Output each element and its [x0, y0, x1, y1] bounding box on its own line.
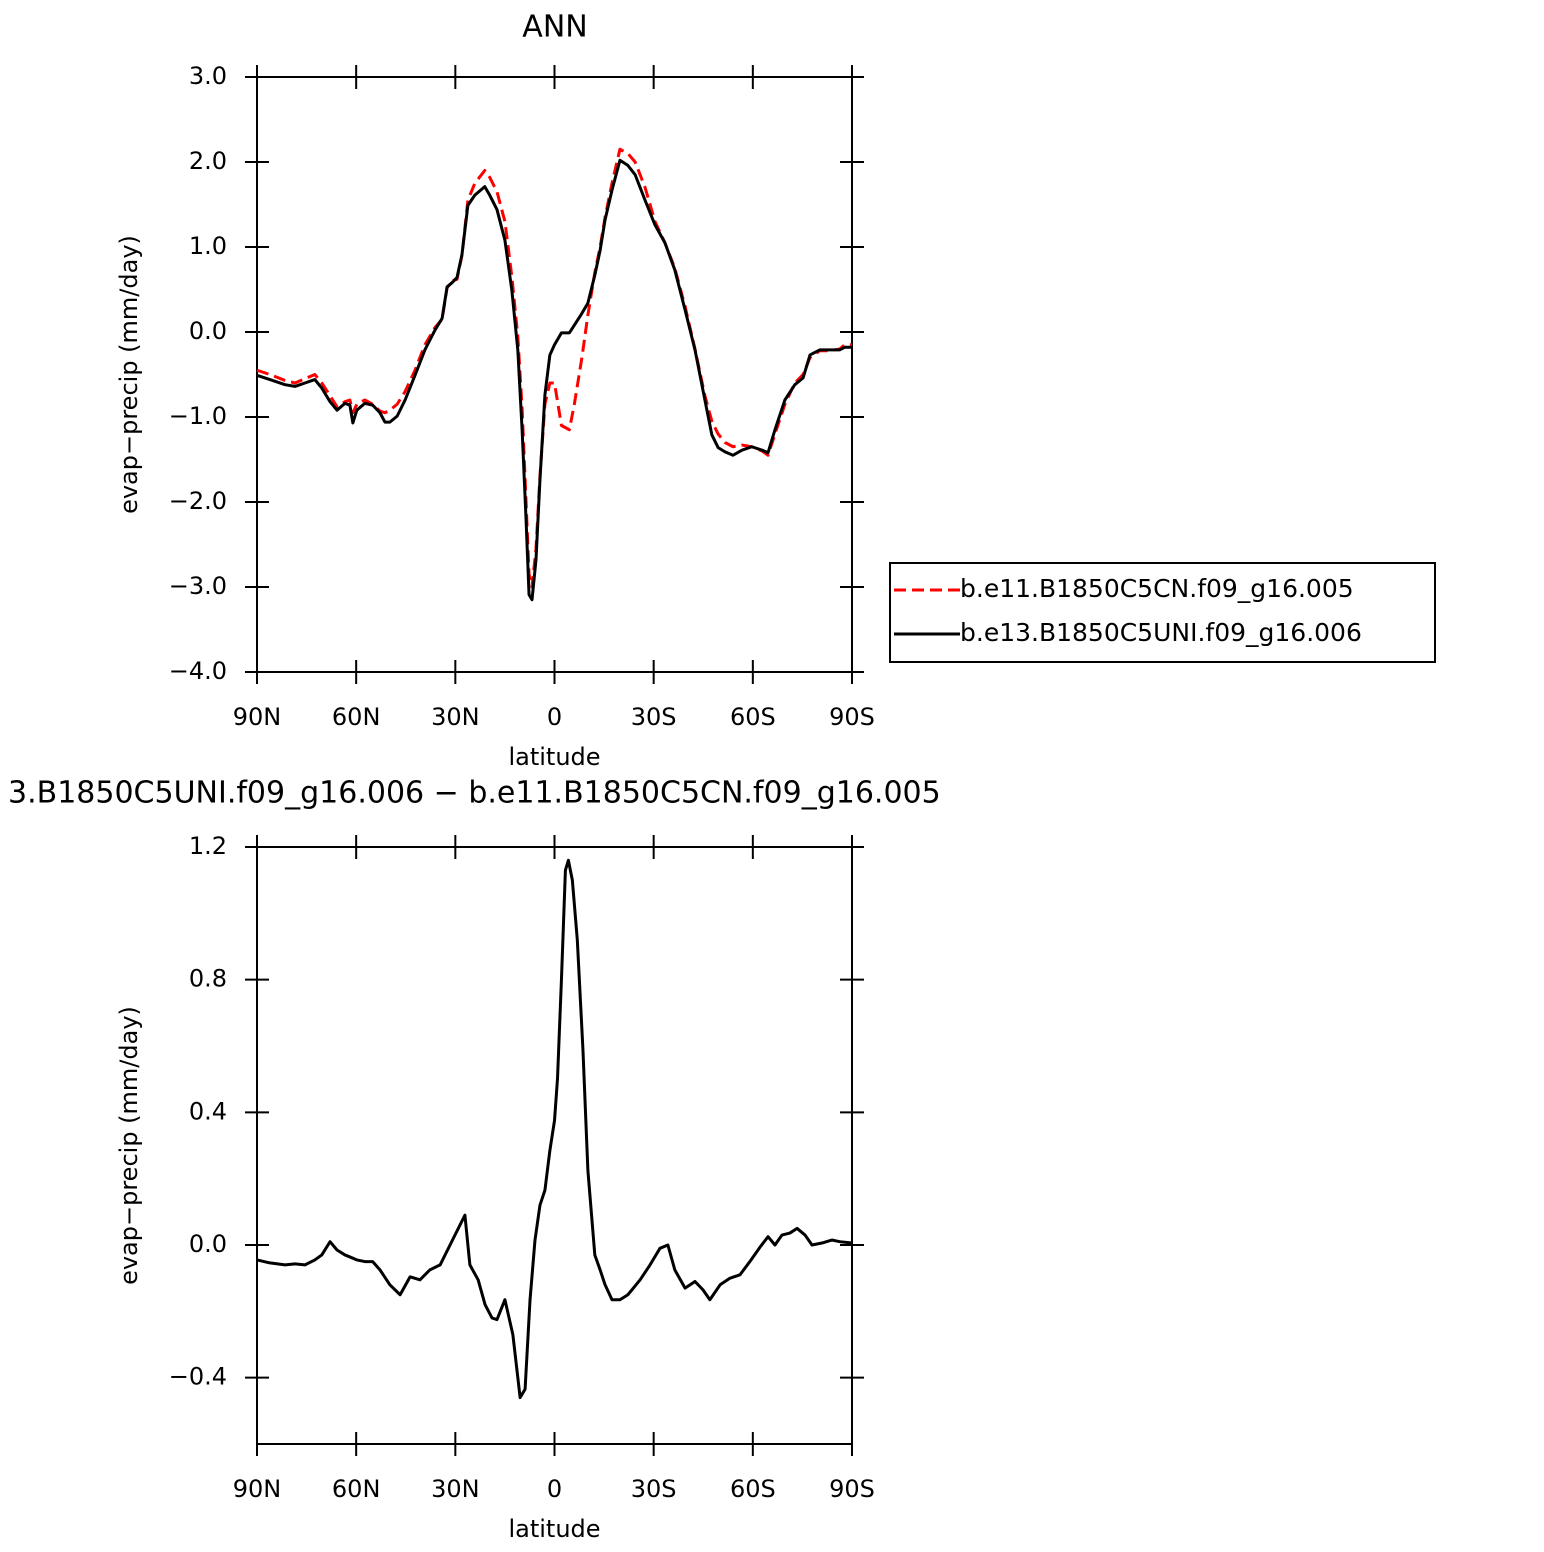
y-tick-label: 0.8	[189, 965, 227, 993]
y-tick-label: 3.0	[189, 62, 227, 90]
x-tick-label: 90S	[829, 1475, 875, 1503]
data-line	[256, 158, 852, 602]
x-tick-label: 0	[547, 703, 562, 731]
y-tick-label: 0.0	[189, 1230, 227, 1258]
y-tick-label: −3.0	[169, 572, 227, 600]
y-tick-label: 0.4	[189, 1097, 227, 1125]
y-tick-label: −4.0	[169, 657, 227, 685]
y-tick-label: 0.0	[189, 317, 227, 345]
legend-box	[889, 562, 1436, 663]
x-tick-label: 90S	[829, 703, 875, 731]
x-tick-label: 30N	[431, 703, 480, 731]
x-tick-label: 60S	[730, 703, 776, 731]
x-tick-label: 60N	[332, 703, 381, 731]
x-tick-label: 0	[547, 1475, 562, 1503]
x-tick-label: 90N	[233, 703, 282, 731]
y-tick-label: 1.0	[189, 232, 227, 260]
x-tick-label: 30S	[631, 703, 677, 731]
x-tick-label: 60N	[332, 1475, 381, 1503]
plot-frame	[256, 846, 853, 1445]
y-tick-label: 1.2	[189, 832, 227, 860]
data-line	[256, 147, 852, 589]
x-tick-label: 90N	[233, 1475, 282, 1503]
x-tick-label: 30S	[631, 1475, 677, 1503]
x-tick-label: 60S	[730, 1475, 776, 1503]
x-tick-label: 30N	[431, 1475, 480, 1503]
y-axis-label: evap−precip (mm/day)	[115, 1006, 143, 1285]
y-tick-label: −1.0	[169, 402, 227, 430]
data-line	[256, 858, 853, 1400]
legend-label: b.e11.B1850C5CN.f09_g16.005	[960, 574, 1354, 603]
chart-title: 3.B1850C5UNI.f09_g16.006 − b.e11.B1850C5…	[8, 776, 941, 811]
y-tick-label: 2.0	[189, 147, 227, 175]
plot-frame	[256, 76, 853, 673]
x-axis-label: latitude	[508, 743, 600, 771]
x-axis-label: latitude	[508, 1515, 600, 1543]
y-tick-label: −0.4	[169, 1363, 227, 1391]
chart-title: ANN	[522, 10, 587, 45]
legend-label: b.e13.B1850C5UNI.f09_g16.006	[960, 618, 1362, 647]
y-tick-label: −2.0	[169, 487, 227, 515]
y-axis-label: evap−precip (mm/day)	[115, 235, 143, 514]
